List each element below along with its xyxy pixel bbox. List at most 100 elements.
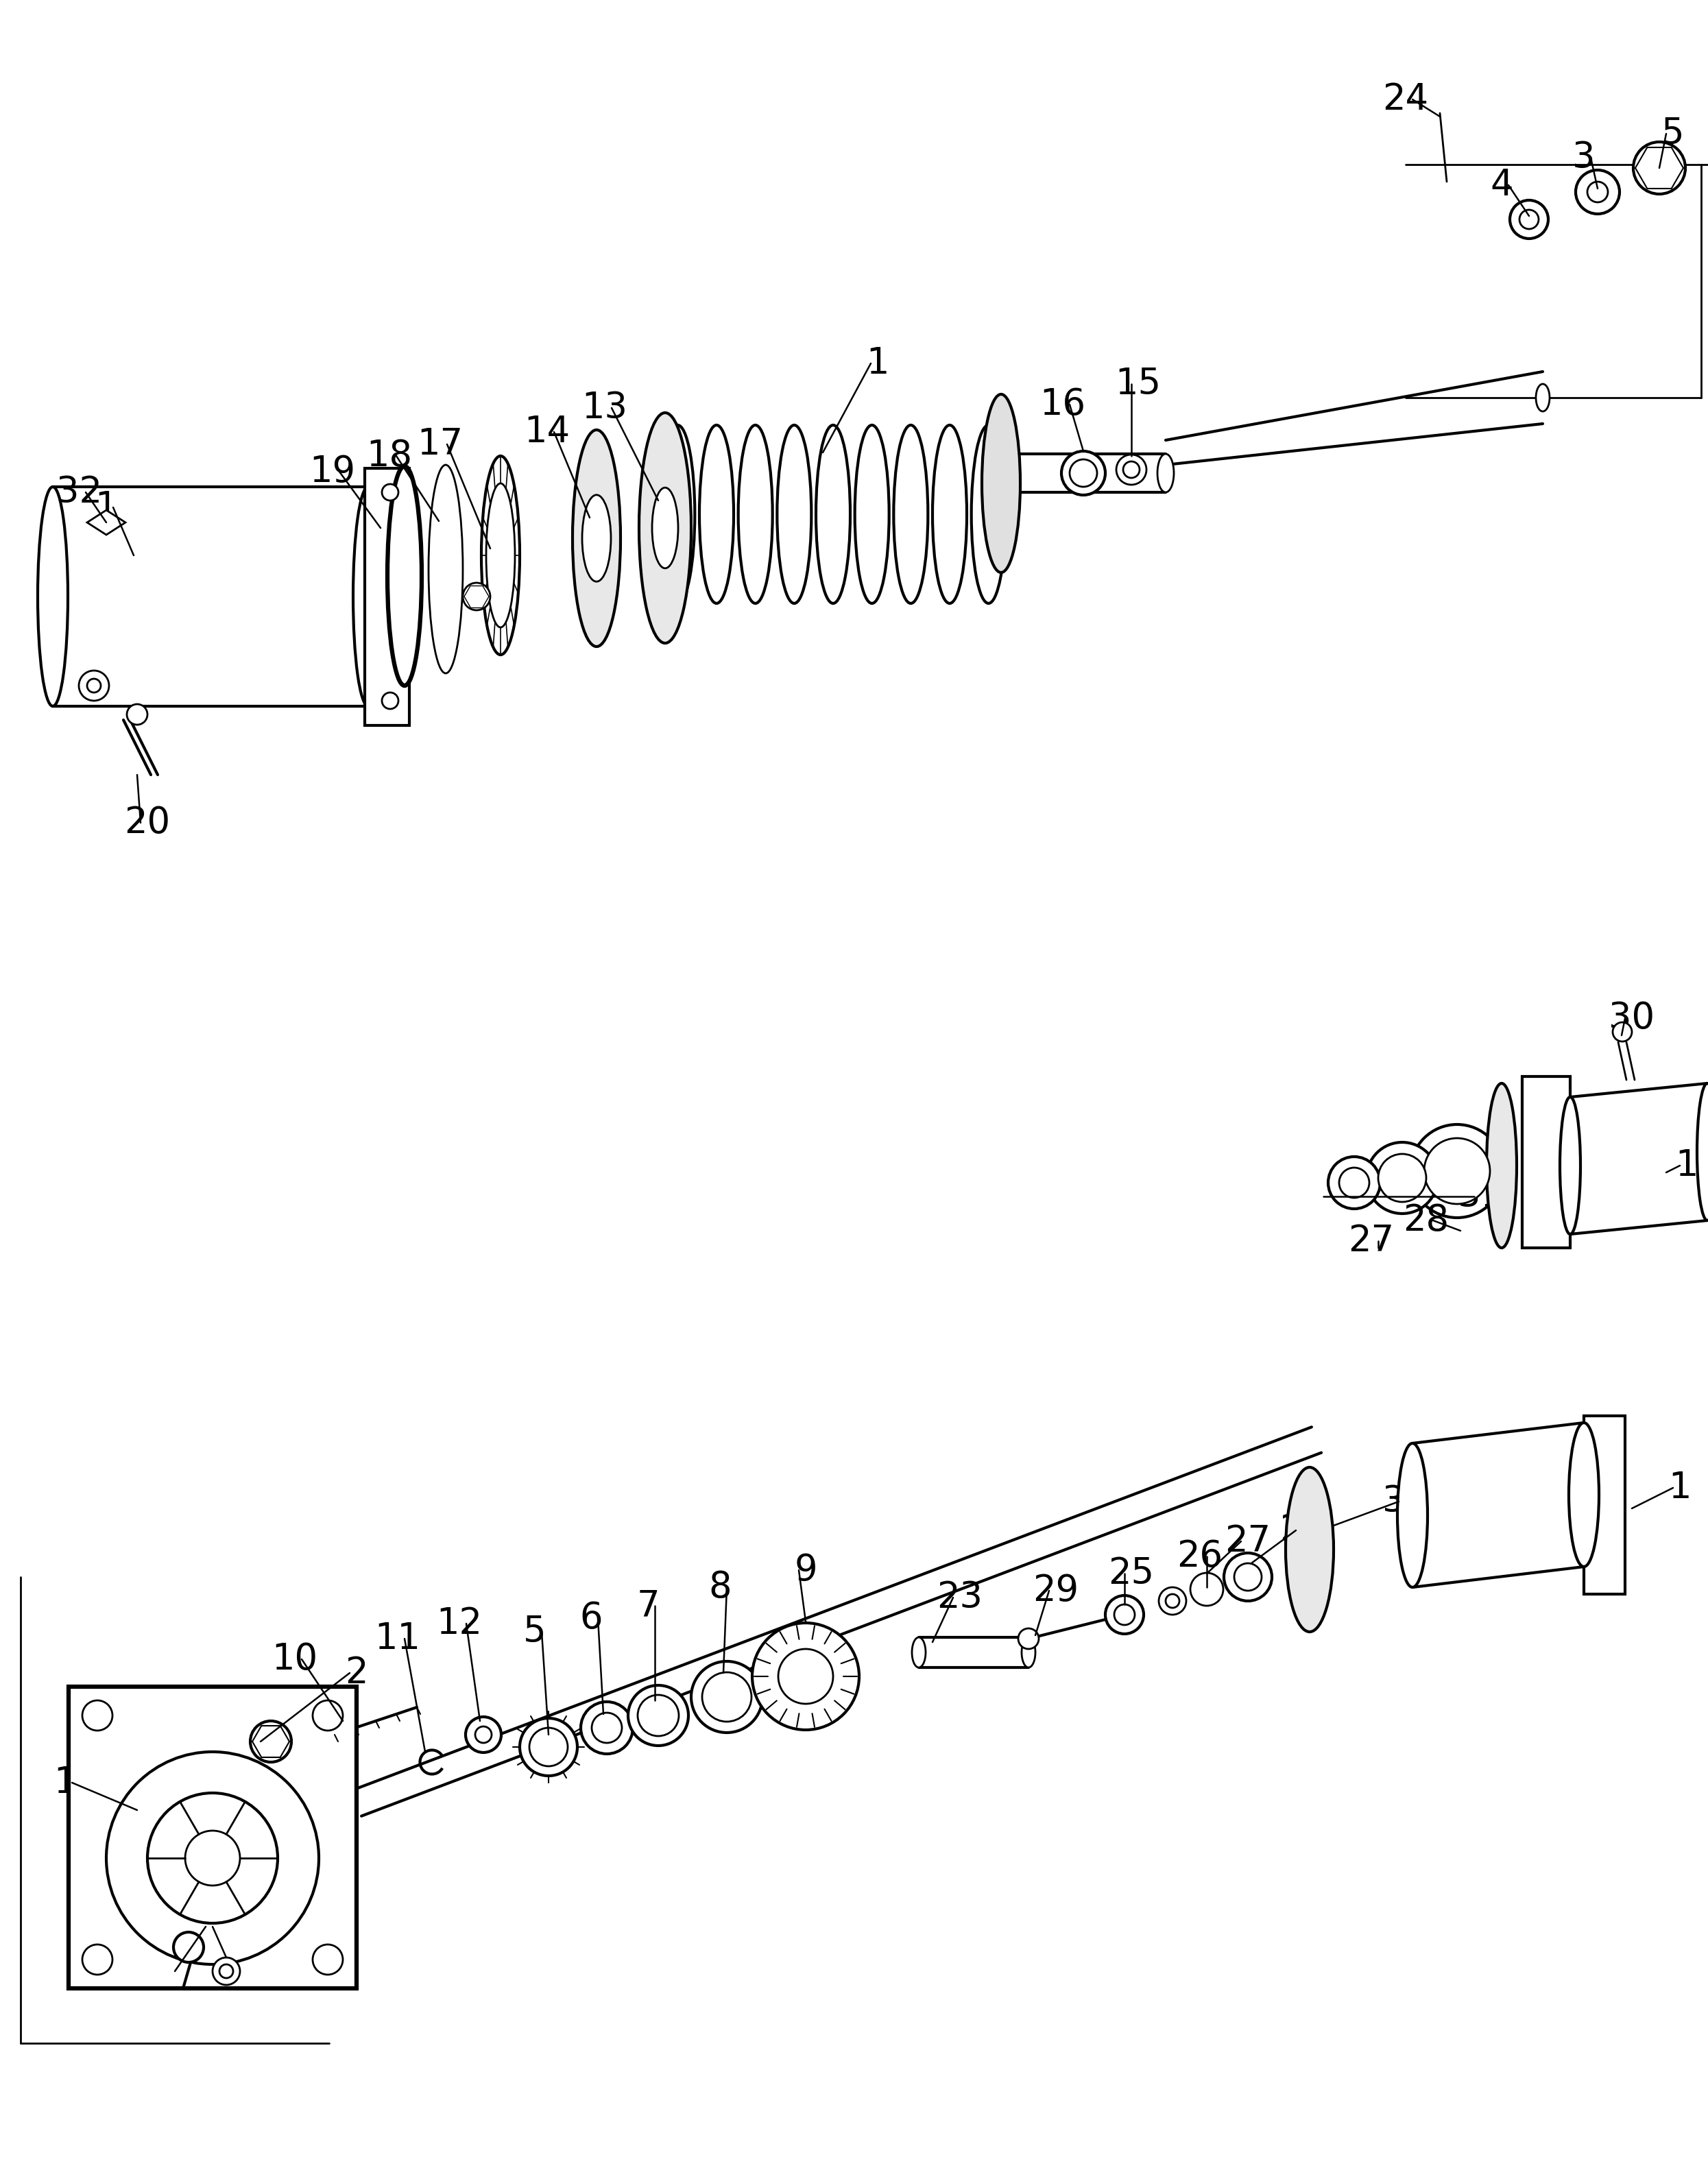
Ellipse shape [572, 429, 620, 646]
Circle shape [219, 1964, 232, 1977]
Text: 32: 32 [56, 475, 102, 509]
Circle shape [1612, 1023, 1631, 1041]
Text: 9: 9 [794, 1552, 816, 1587]
Circle shape [383, 692, 398, 709]
Bar [68, 1687, 357, 1988]
Circle shape [383, 483, 398, 501]
Circle shape [251, 1721, 292, 1763]
Text: 25: 25 [1108, 1557, 1155, 1591]
Text: 31: 31 [1383, 1483, 1428, 1520]
Circle shape [1378, 1153, 1426, 1201]
Circle shape [1424, 1138, 1489, 1203]
Text: 30: 30 [1609, 999, 1655, 1036]
Circle shape [1235, 1563, 1262, 1591]
Circle shape [82, 1700, 113, 1730]
Text: 1: 1 [94, 490, 118, 525]
Text: 29: 29 [1033, 1572, 1079, 1609]
Ellipse shape [1397, 1444, 1428, 1587]
Ellipse shape [893, 425, 927, 603]
Ellipse shape [982, 395, 1020, 572]
Ellipse shape [1158, 453, 1173, 492]
Text: 8: 8 [709, 1570, 731, 1604]
Ellipse shape [429, 464, 463, 674]
Text: 1: 1 [866, 345, 890, 382]
Ellipse shape [1698, 1084, 1708, 1221]
Ellipse shape [777, 425, 811, 603]
Circle shape [1190, 1572, 1223, 1606]
Text: 5: 5 [1662, 115, 1684, 152]
Text: 22: 22 [210, 1940, 256, 1975]
Circle shape [1114, 1604, 1134, 1626]
Text: 11: 11 [374, 1622, 420, 1656]
Circle shape [174, 1932, 203, 1962]
Text: 10: 10 [272, 1641, 318, 1678]
Ellipse shape [38, 488, 68, 707]
Text: 1: 1 [1676, 1147, 1698, 1184]
Circle shape [702, 1672, 752, 1721]
Ellipse shape [699, 425, 734, 603]
Circle shape [79, 670, 109, 700]
Circle shape [106, 1752, 319, 1964]
Text: 26: 26 [1177, 1539, 1223, 1574]
Circle shape [1061, 451, 1105, 494]
Ellipse shape [126, 705, 147, 724]
Bar [1522, 1077, 1570, 1249]
Text: 21: 21 [145, 1953, 191, 1988]
Text: 27: 27 [1225, 1524, 1271, 1559]
Circle shape [212, 1958, 241, 1986]
Text: 16: 16 [1040, 386, 1086, 423]
Circle shape [1366, 1143, 1438, 1214]
Circle shape [1117, 455, 1146, 486]
Ellipse shape [1021, 1637, 1035, 1667]
Ellipse shape [482, 455, 519, 655]
Circle shape [1576, 169, 1619, 215]
Text: 14: 14 [524, 414, 570, 449]
Circle shape [313, 1700, 343, 1730]
Text: 28: 28 [1279, 1513, 1325, 1548]
Bar [366, 468, 410, 726]
Circle shape [1510, 199, 1547, 238]
Ellipse shape [816, 425, 851, 603]
Text: 23: 23 [938, 1580, 982, 1615]
Circle shape [1633, 141, 1686, 195]
Circle shape [475, 1726, 492, 1743]
Circle shape [1165, 1593, 1179, 1609]
Circle shape [629, 1685, 688, 1745]
Ellipse shape [354, 488, 383, 707]
Text: 13: 13 [582, 390, 629, 425]
Circle shape [581, 1702, 634, 1754]
Circle shape [1587, 182, 1607, 202]
Ellipse shape [661, 425, 695, 603]
Ellipse shape [652, 488, 678, 568]
Circle shape [692, 1661, 762, 1732]
Text: 2: 2 [345, 1654, 367, 1691]
Circle shape [1411, 1125, 1503, 1218]
Text: 5: 5 [523, 1613, 547, 1650]
Text: 6: 6 [579, 1600, 603, 1637]
Ellipse shape [487, 483, 514, 627]
Circle shape [1105, 1596, 1144, 1635]
Text: 1: 1 [1669, 1470, 1691, 1505]
Circle shape [1225, 1552, 1272, 1600]
Circle shape [637, 1695, 678, 1737]
Circle shape [752, 1624, 859, 1730]
Text: 17: 17 [417, 427, 463, 462]
Text: 1: 1 [53, 1765, 77, 1799]
Text: 19: 19 [309, 453, 355, 490]
Bar [1583, 1416, 1624, 1593]
Ellipse shape [933, 425, 967, 603]
Ellipse shape [912, 1637, 926, 1667]
Circle shape [1329, 1158, 1380, 1210]
Circle shape [184, 1830, 241, 1886]
Ellipse shape [582, 494, 611, 581]
Circle shape [1339, 1169, 1370, 1197]
Circle shape [313, 1945, 343, 1975]
Text: 28: 28 [1404, 1203, 1448, 1238]
Polygon shape [87, 509, 125, 535]
Text: 31: 31 [1459, 1179, 1505, 1214]
Ellipse shape [1535, 384, 1549, 412]
Circle shape [466, 1717, 500, 1752]
Text: 18: 18 [367, 438, 412, 475]
Ellipse shape [1570, 1422, 1599, 1567]
Ellipse shape [1286, 1468, 1334, 1633]
